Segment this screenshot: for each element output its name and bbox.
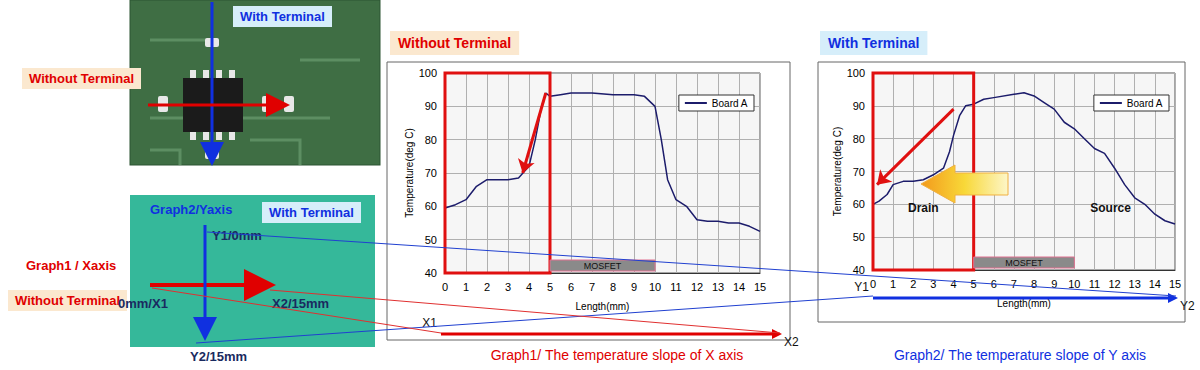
svg-text:12: 12: [1108, 278, 1120, 290]
svg-text:Drain: Drain: [908, 201, 939, 215]
svg-text:6: 6: [568, 281, 574, 293]
svg-text:11: 11: [670, 281, 681, 293]
html-text:Graph2/Yaxis: Graph2/Yaxis: [150, 202, 233, 217]
svg-text:40: 40: [853, 264, 865, 276]
svg-text:12: 12: [691, 281, 703, 293]
svg-text:4: 4: [526, 281, 532, 293]
html-text:Without Terminal: Without Terminal: [15, 293, 121, 308]
svg-text:Length(mm): Length(mm): [576, 301, 630, 312]
svg-text:2: 2: [910, 278, 916, 290]
svg-text:3: 3: [505, 281, 511, 293]
svg-text:Y2: Y2: [1180, 299, 1195, 313]
html-text:With Terminal: With Terminal: [269, 205, 354, 220]
svg-text:8: 8: [610, 281, 616, 293]
svg-text:Source: Source: [1090, 201, 1131, 215]
svg-text:90: 90: [425, 100, 437, 112]
svg-text:15: 15: [754, 281, 766, 293]
svg-text:Temperature(deg C): Temperature(deg C): [404, 128, 415, 217]
svg-text:15: 15: [1169, 278, 1181, 290]
html-text:X2/15mm: X2/15mm: [272, 296, 330, 311]
svg-text:70: 70: [853, 166, 865, 178]
svg-text:9: 9: [1051, 278, 1057, 290]
svg-text:3: 3: [930, 278, 936, 290]
svg-text:100: 100: [419, 67, 437, 79]
svg-text:Without Terminal: Without Terminal: [398, 35, 511, 51]
svg-text:40: 40: [425, 267, 437, 279]
svg-text:14: 14: [733, 281, 745, 293]
svg-text:9: 9: [631, 281, 637, 293]
html-text:Without Terminal: Without Terminal: [29, 71, 135, 86]
svg-text:5: 5: [547, 281, 553, 293]
svg-text:90: 90: [853, 100, 865, 112]
html-text:With Terminal: With Terminal: [240, 9, 325, 24]
svg-text:70: 70: [425, 167, 437, 179]
svg-text:With Terminal: With Terminal: [828, 35, 919, 51]
svg-text:2: 2: [484, 281, 490, 293]
svg-text:0: 0: [870, 278, 876, 290]
svg-text:100: 100: [847, 67, 865, 79]
svg-text:5: 5: [971, 278, 977, 290]
svg-text:1: 1: [890, 278, 896, 290]
svg-text:60: 60: [853, 198, 865, 210]
svg-text:1: 1: [463, 281, 469, 293]
svg-text:X2: X2: [784, 335, 799, 349]
html-text:Y1/0mm: Y1/0mm: [212, 228, 262, 243]
svg-text:50: 50: [425, 234, 437, 246]
svg-text:13: 13: [1129, 278, 1141, 290]
svg-text:80: 80: [425, 134, 437, 146]
svg-text:X1: X1: [422, 316, 437, 330]
svg-text:Length(mm): Length(mm): [997, 297, 1051, 309]
svg-text:60: 60: [425, 200, 437, 212]
svg-text:0: 0: [442, 281, 448, 293]
svg-text:14: 14: [1149, 278, 1161, 290]
svg-text:13: 13: [712, 281, 724, 293]
html-text:Graph1 / Xaxis: Graph1 / Xaxis: [26, 258, 117, 273]
svg-text:10: 10: [649, 281, 661, 293]
html-text:0mm/X1: 0mm/X1: [118, 296, 168, 311]
svg-text:Board A: Board A: [712, 98, 748, 109]
svg-text:Board A: Board A: [1127, 98, 1163, 109]
svg-text:80: 80: [853, 133, 865, 145]
svg-text:11: 11: [1089, 278, 1100, 290]
svg-text:6: 6: [991, 278, 997, 290]
svg-text:Temperature(deg C): Temperature(deg C): [832, 127, 843, 216]
svg-text:10: 10: [1068, 278, 1080, 290]
svg-text:7: 7: [589, 281, 595, 293]
svg-text:8: 8: [1031, 278, 1037, 290]
svg-text:MOSFET: MOSFET: [1005, 258, 1043, 268]
svg-text:MOSFET: MOSFET: [584, 261, 622, 271]
svg-text:4: 4: [950, 278, 956, 290]
svg-text:Graph2/ The temperature slope: Graph2/ The temperature slope of Y axis: [894, 347, 1146, 363]
html-text:Y2/15mm: Y2/15mm: [190, 349, 248, 364]
svg-text:Graph1/ The temperature slope: Graph1/ The temperature slope of X axis: [491, 347, 744, 363]
svg-text:Y1: Y1: [854, 280, 869, 294]
svg-text:7: 7: [1011, 278, 1017, 290]
svg-text:50: 50: [853, 231, 865, 243]
